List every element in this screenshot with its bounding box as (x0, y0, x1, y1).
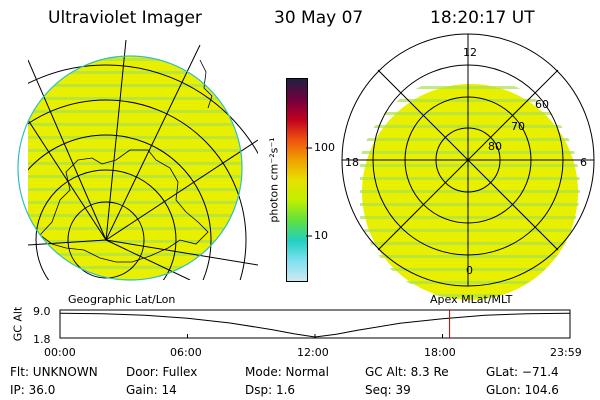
image-stripe (28, 240, 242, 243)
mlat-label-80: 80 (488, 140, 502, 153)
mlat-label-70: 70 (511, 120, 525, 133)
image-stripe (28, 227, 242, 230)
image-stripe (360, 242, 580, 245)
altitude-plot-frame (59, 309, 571, 339)
mlt-label-18: 18 (345, 156, 359, 169)
coastline-edge (199, 59, 213, 109)
altitude-xtick-1200: 12:00 (297, 346, 329, 359)
mlat-label-60: 60 (535, 98, 549, 111)
info-dsp: Dsp: 1.6 (245, 383, 296, 397)
info-mode: Mode: Normal (245, 365, 329, 379)
left-map-label: Geographic Lat/Lon (68, 293, 176, 306)
image-stripe (360, 138, 580, 141)
image-stripe (360, 99, 580, 102)
altitude-xtick-1800: 18:00 (424, 346, 456, 359)
image-stripe (28, 71, 242, 74)
altitude-curve (59, 312, 571, 338)
image-stripe (360, 268, 580, 271)
image-stripe (360, 229, 580, 232)
mlt-label-0: 0 (466, 264, 473, 277)
mlt-grid (342, 34, 594, 286)
coastline (39, 149, 209, 263)
image-stripe (360, 177, 580, 180)
instrument-title: Ultraviolet Imager (48, 8, 202, 28)
image-stripe (28, 149, 242, 152)
image-stripe (28, 162, 242, 165)
image-stripe (360, 125, 580, 128)
info-seq: Seq: 39 (365, 383, 411, 397)
colorbar-tick-10: 10 (314, 229, 328, 242)
altitude-ytick-high: 9.0 (33, 305, 51, 318)
image-stripe (28, 253, 242, 256)
time-label: 18:20:17 UT (430, 8, 535, 28)
image-stripe (360, 294, 580, 297)
color-bar (286, 78, 308, 282)
image-stripe (28, 123, 242, 126)
info-door: Door: Fullex (126, 365, 198, 379)
info-ip: IP: 36.0 (10, 383, 56, 397)
mlt-label-12: 12 (463, 46, 477, 59)
image-stripe (360, 86, 580, 89)
mlt-label-6: 6 (580, 156, 587, 169)
right-map-label: Apex MLat/MLT (430, 293, 513, 306)
image-stripe (360, 281, 580, 284)
altitude-ytick-low: 1.8 (33, 333, 51, 346)
altitude-xtick-0000: 00:00 (44, 346, 76, 359)
image-stripe (360, 203, 580, 206)
date-label: 30 May 07 (274, 8, 364, 28)
image-stripe (360, 112, 580, 115)
altitude-xtick-0600: 06:00 (170, 346, 202, 359)
info-glon: GLon: 104.6 (486, 383, 559, 397)
image-stripe (360, 164, 580, 167)
image-stripe (360, 151, 580, 154)
lon-grid (28, 40, 258, 280)
info-glat: GLat: −71.4 (486, 365, 559, 379)
image-stripe (28, 97, 242, 100)
image-stripe (28, 110, 242, 113)
image-stripe (360, 255, 580, 258)
colorbar-tick-100: 100 (314, 141, 335, 154)
altitude-xtick-2359: 23:59 (550, 346, 582, 359)
image-stripe (28, 266, 242, 269)
image-stripe (28, 84, 242, 87)
image-stripe (28, 58, 242, 61)
image-stripe (360, 216, 580, 219)
image-stripe (28, 136, 242, 139)
altitude-ylabel: GC Alt (11, 306, 25, 342)
info-flt: Flt: UNKNOWN (10, 365, 98, 379)
info-gc-alt: GC Alt: 8.3 Re (365, 365, 449, 379)
left-disc-rim (17, 55, 243, 281)
info-gain: Gain: 14 (126, 383, 177, 397)
image-stripe (28, 201, 242, 204)
image-stripe (28, 188, 242, 191)
